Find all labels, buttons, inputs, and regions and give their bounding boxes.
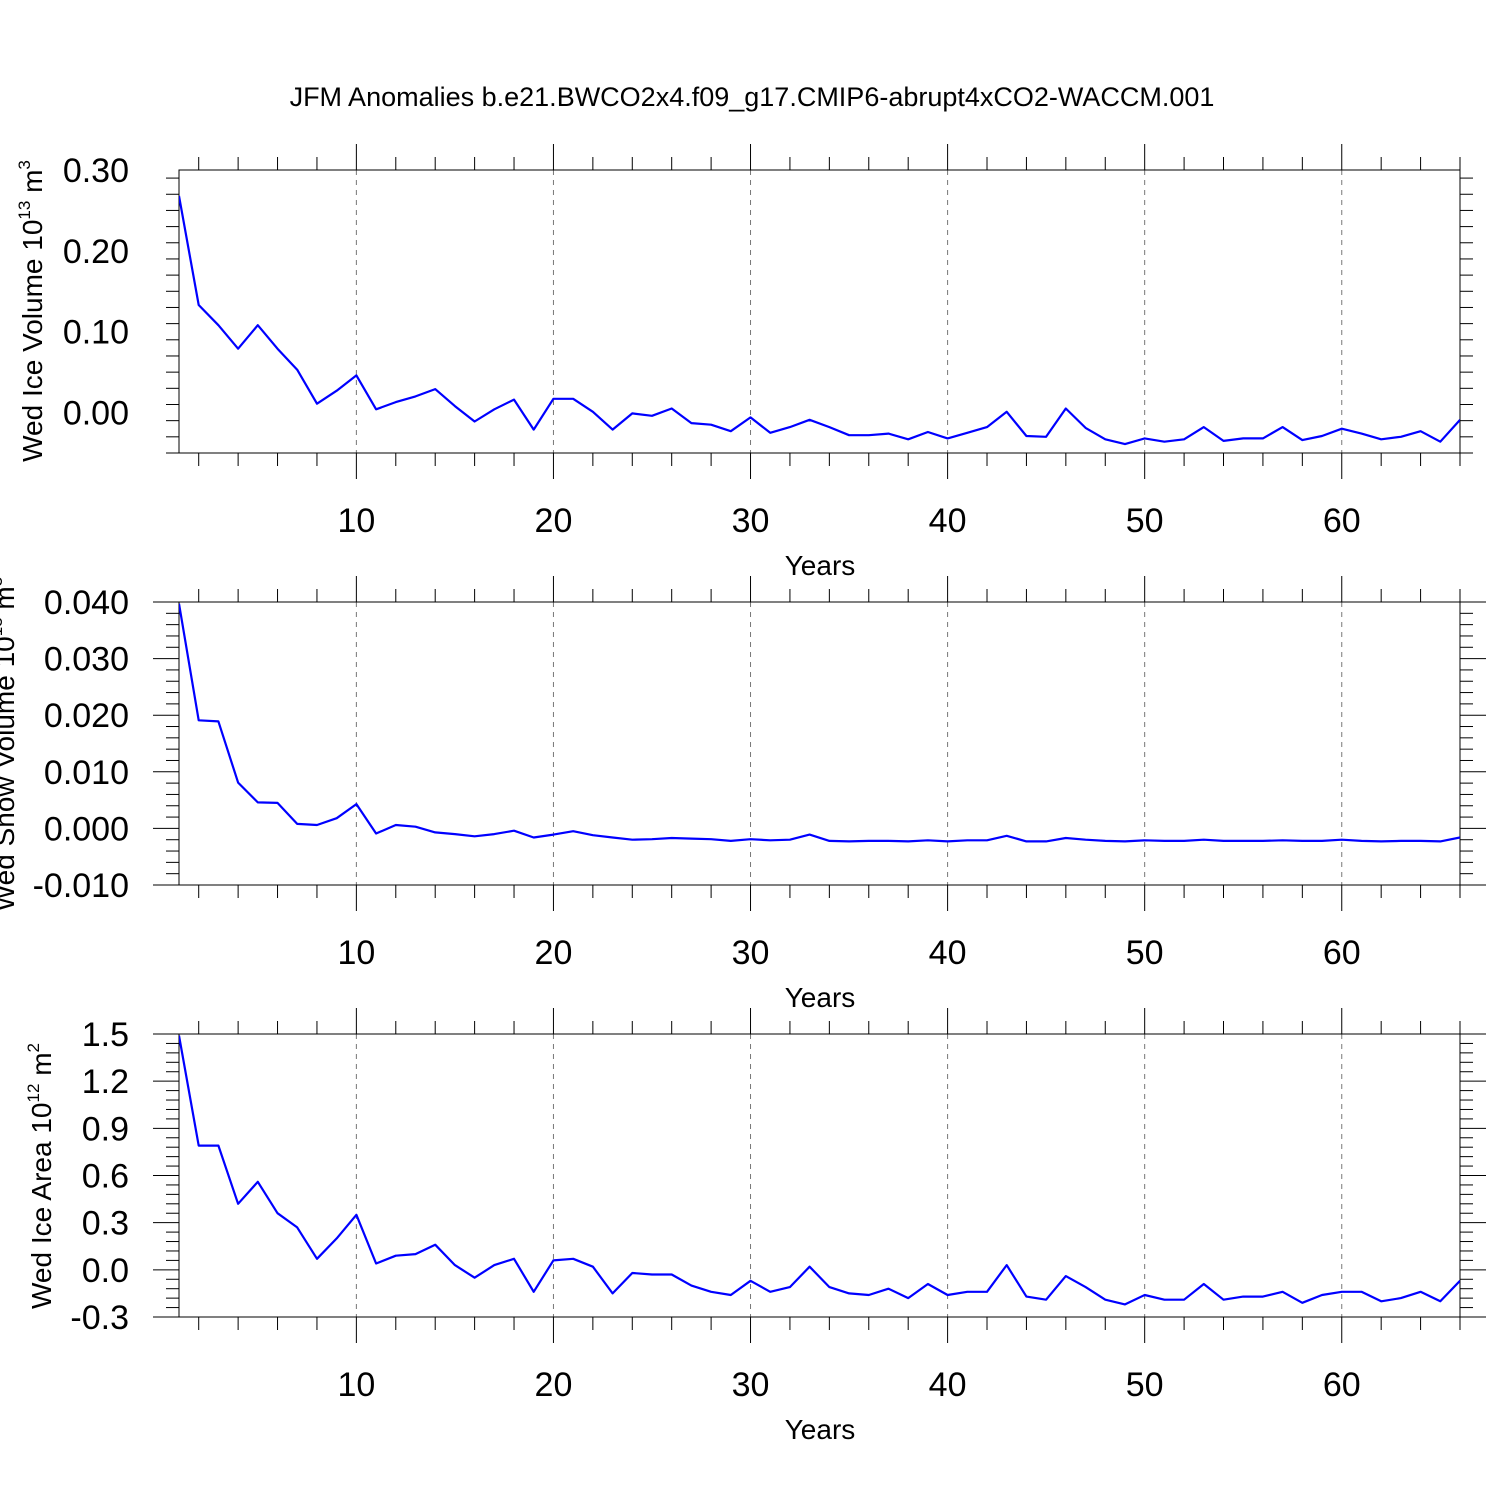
y-tick-label: 0.030	[44, 641, 129, 679]
y-tick-label: 0.020	[44, 697, 129, 735]
x-tick-label: 40	[929, 934, 967, 972]
x-tick-label: 20	[535, 934, 573, 972]
x-tick-label: 40	[929, 1366, 967, 1404]
x-tick-label: 10	[337, 502, 375, 540]
x-tick-label: 20	[535, 1366, 573, 1404]
x-tick-label: 50	[1126, 502, 1164, 540]
x-axis-label: Years	[785, 550, 856, 581]
y-tick-label: 0.010	[44, 754, 129, 792]
x-tick-label: 60	[1323, 502, 1361, 540]
x-tick-label: 50	[1126, 934, 1164, 972]
panels: 10 20 30 40 50 60 0.00 0.10 0.20 0.30 Years Wed Ice…	[0, 144, 1486, 1445]
x-tick-label: 40	[929, 502, 967, 540]
y-tick-label: 0.20	[63, 233, 129, 271]
y-tick-label: 0.0	[82, 1252, 129, 1290]
x-tick-label: 10	[337, 934, 375, 972]
plot-frame	[178, 1033, 1461, 1318]
y-tick-label: 0.9	[82, 1110, 129, 1148]
y-axis-label: Wed Snow Volume 1013 m3	[0, 577, 20, 911]
plot-frame	[178, 169, 1461, 454]
y-tick-label: 0.30	[63, 152, 129, 190]
y-tick-label: 0.6	[82, 1158, 129, 1196]
x-axis-label: Years	[785, 982, 856, 1013]
y-tick-label: 1.2	[82, 1063, 129, 1101]
y-tick-label: 0.040	[44, 584, 129, 622]
chart-panel-3: 10 20 30 40 50 60 -0.3 0.0 0.3 0.6 0.9 1.2 1.5 Years W…	[24, 1008, 1486, 1445]
series-line	[179, 603, 1460, 843]
x-tick-label: 30	[732, 934, 770, 972]
series-line	[179, 195, 1460, 446]
chart-panel-1: 10 20 30 40 50 60 0.00 0.10 0.20 0.30 Years Wed Ice…	[15, 144, 1473, 581]
x-tick-label: 10	[337, 1366, 375, 1404]
x-tick-label: 60	[1323, 1366, 1361, 1404]
x-tick-label: 50	[1126, 1366, 1164, 1404]
x-tick-label: 30	[732, 502, 770, 540]
y-tick-label: 0.00	[63, 395, 129, 433]
y-tick-label: -0.3	[70, 1299, 129, 1337]
y-axis-label: Wed Ice Volume 1013 m3	[15, 160, 48, 462]
y-axis-label: Wed Ice Area 1012 m2	[24, 1043, 57, 1309]
x-tick-label: 60	[1323, 934, 1361, 972]
y-tick-label: 1.5	[82, 1016, 129, 1054]
chart-title: JFM Anomalies b.e21.BWCO2x4.f09_g17.CMIP…	[290, 82, 1215, 112]
y-tick-label: 0.000	[44, 810, 129, 848]
series-line	[179, 1035, 1460, 1306]
x-tick-label: 20	[535, 502, 573, 540]
y-tick-label: 0.3	[82, 1205, 129, 1243]
x-axis-label: Years	[785, 1414, 856, 1445]
x-tick-label: 30	[732, 1366, 770, 1404]
chart-panel-2: 10 20 30 40 50 60 -0.010 0.000 0.010 0.020 0.030 0.…	[0, 576, 1486, 1013]
y-tick-label: -0.010	[33, 867, 129, 905]
y-tick-label: 0.10	[63, 314, 129, 352]
plot-frame	[178, 601, 1461, 886]
